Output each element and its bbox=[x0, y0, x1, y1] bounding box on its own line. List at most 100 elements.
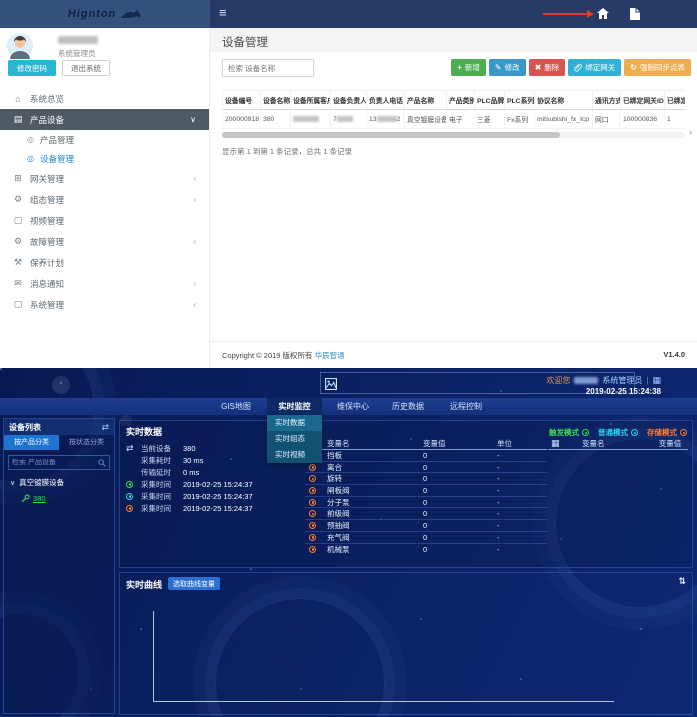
col-header[interactable]: PLC系列 bbox=[504, 90, 535, 110]
edit-button[interactable]: ✎ 修改 bbox=[488, 59, 526, 76]
col-header[interactable]: 产品名称 bbox=[404, 90, 447, 110]
horizontal-scrollbar[interactable]: › bbox=[222, 127, 692, 138]
stat-collect-timestamp-normal: 采集时间 2019-02-25 15:24:37 bbox=[126, 490, 286, 502]
mode-normal[interactable]: 普通模式 bbox=[598, 427, 638, 438]
updown-arrows-icon[interactable]: ⇅ bbox=[678, 576, 686, 586]
cell-product-name: 真空镀膜设备 bbox=[404, 109, 447, 129]
swap-icon[interactable]: ⇄ bbox=[126, 442, 134, 453]
sidebar-item-notifications[interactable]: ✉ 消息通知 ‹ bbox=[0, 273, 209, 294]
variable-row[interactable]: 预抽阀 0 - bbox=[305, 520, 547, 532]
select-curve-variable-button[interactable]: 选取曲线变量 bbox=[168, 577, 220, 590]
search-icon[interactable] bbox=[98, 458, 106, 467]
welcome-label: 欢迎您 bbox=[546, 376, 571, 385]
col-header[interactable]: 设备所属客户 bbox=[290, 90, 331, 110]
add-button-label: 新增 bbox=[464, 63, 480, 72]
variable-row[interactable]: 挡板 0 - bbox=[305, 450, 547, 462]
nav-item-remote[interactable]: 远程控制 bbox=[450, 402, 482, 411]
wrench-icon bbox=[21, 494, 30, 503]
mode-storage[interactable]: 存储模式 bbox=[647, 427, 687, 438]
variable-row[interactable]: 旋转 0 - bbox=[305, 473, 547, 486]
menu-toggle-icon[interactable]: ≡ bbox=[219, 5, 227, 20]
col-header[interactable]: 设备名称 bbox=[260, 90, 291, 110]
stat-collect-time-cost: 采集耗时 30 ms bbox=[126, 454, 286, 466]
sidebar-item-device-mgmt[interactable]: ◎ 设备管理 bbox=[0, 149, 209, 168]
home-icon[interactable] bbox=[597, 8, 609, 19]
sidebar-item-product-mgmt[interactable]: ◎ 产品管理 bbox=[0, 130, 209, 149]
variable-row[interactable]: 机械泵 0 - bbox=[305, 544, 547, 556]
tab-by-status[interactable]: 按状态分类 bbox=[69, 439, 104, 446]
cell-comm: 网口 bbox=[592, 109, 621, 129]
nav-item-gis[interactable]: GIS地图 bbox=[221, 402, 251, 411]
chart-y-axis bbox=[153, 611, 154, 701]
realtime-data-panel: 实时数据 ⇄ 当前设备 380 采集耗时 30 ms 传输延时 0 ms 采集时… bbox=[119, 420, 693, 568]
col-header[interactable]: 产品类别 bbox=[446, 90, 475, 110]
delete-button-label: 删除 bbox=[544, 63, 560, 72]
col-header[interactable]: 设备编号 bbox=[222, 90, 261, 110]
chevron-left-icon: ‹ bbox=[193, 279, 196, 288]
tab-by-product[interactable]: 按产品分类 bbox=[4, 435, 59, 450]
apps-grid-icon[interactable]: ▦ bbox=[652, 375, 661, 385]
variable-row[interactable]: 分子泵 0 - bbox=[305, 497, 547, 509]
cell-product-cat: 电子 bbox=[446, 109, 475, 129]
col-header[interactable]: 协议名称 bbox=[534, 90, 593, 110]
scroll-right-icon[interactable]: › bbox=[689, 127, 692, 137]
sidebar-item-gateway[interactable]: ⊞ 网关管理 ‹ bbox=[0, 168, 209, 189]
sidebar-item-overview[interactable]: ⌂ 系统总览 bbox=[0, 88, 209, 109]
col-header[interactable]: 设备负责人 bbox=[330, 90, 367, 110]
sidebar-item-fault[interactable]: ⚙ 故障管理 ‹ bbox=[0, 231, 209, 252]
grid-icon[interactable]: ▦ bbox=[551, 437, 560, 448]
device-search-input[interactable] bbox=[12, 459, 98, 466]
variable-row[interactable]: 充气阀 0 - bbox=[305, 532, 547, 544]
chevron-left-icon: ‹ bbox=[193, 174, 196, 183]
logout-button[interactable]: 退出系统 bbox=[62, 60, 110, 76]
gear-icon: ⚙ bbox=[13, 236, 23, 246]
table-row[interactable]: 200000918 380 7 13 2 真空镀膜设备 电子 三菱 Fx系列 mi… bbox=[222, 109, 685, 129]
variable-row[interactable]: 前级阀 0 - bbox=[305, 508, 547, 521]
nav-item-maintenance-center[interactable]: 维保中心 bbox=[337, 402, 369, 411]
force-sync-button[interactable]: ↻ 强制同步点表 bbox=[624, 59, 691, 76]
scrollbar-thumb[interactable] bbox=[222, 132, 560, 138]
col-header[interactable]: 通讯方式 bbox=[592, 90, 621, 110]
sidebar-item-system[interactable]: ▢ 系统管理 ‹ bbox=[0, 294, 209, 315]
sidebar-item-maintenance[interactable]: ⚒ 保养计划 bbox=[0, 252, 209, 273]
variable-value: 0 bbox=[423, 520, 428, 530]
delete-button[interactable]: ✖ 删除 bbox=[528, 59, 566, 76]
swap-icon[interactable]: ⇄ bbox=[101, 421, 109, 432]
variable-unit: - bbox=[497, 497, 500, 507]
sidebar-item-video[interactable]: ▢ 视频管理 bbox=[0, 210, 209, 231]
nav-item-history[interactable]: 历史数据 bbox=[392, 402, 424, 411]
sidebar-item-products[interactable]: ▤ 产品设备 ∨ bbox=[0, 109, 209, 130]
mode-trigger[interactable]: 触发模式 bbox=[549, 427, 589, 438]
tree-expand-icon[interactable]: ∨ bbox=[10, 479, 16, 487]
change-password-button[interactable]: 修改密码 bbox=[8, 60, 56, 76]
document-icon[interactable] bbox=[630, 8, 640, 20]
toolbar: + 新增 ✎ 修改 ✖ 删除 绑定网关 ↻ 强制同步点表 bbox=[222, 59, 691, 85]
col-variable-value: 变量值 bbox=[423, 438, 446, 448]
col-header[interactable]: PLC品牌 bbox=[474, 90, 505, 110]
brand-link[interactable]: 华辰智通 bbox=[314, 351, 345, 360]
menu-item-realtime-video[interactable]: 实时视频 bbox=[275, 450, 305, 459]
col-header[interactable]: 已绑定网关ID bbox=[620, 90, 665, 110]
broken-image-icon bbox=[325, 378, 337, 390]
col-unit: 单位 bbox=[497, 438, 512, 448]
record-info: 显示第 1 到第 1 条记录，总共 1 条记录 bbox=[222, 147, 353, 156]
col-header[interactable]: 负责人电话 bbox=[366, 90, 405, 110]
device-list-header: 设备列表 ⇄ bbox=[4, 419, 114, 435]
sidebar-item-label: 组态管理 bbox=[30, 194, 65, 205]
user-role-link[interactable]: 系统管理员 bbox=[602, 376, 643, 385]
add-button[interactable]: + 新增 bbox=[451, 59, 486, 76]
search-input[interactable] bbox=[222, 59, 314, 77]
stat-collect-timestamp-trigger: 采集时间 2019-02-25 15:24:37 bbox=[126, 478, 286, 490]
page-title: 设备管理 bbox=[210, 28, 697, 52]
status-dot-cyan-icon bbox=[631, 429, 638, 436]
tree-leaf-device[interactable]: 380 bbox=[4, 488, 114, 503]
bind-gateway-button[interactable]: 绑定网关 bbox=[568, 59, 622, 76]
col-header[interactable]: 已绑定网关通道 bbox=[664, 90, 685, 110]
sidebar-item-config[interactable]: ⚙ 组态管理 ‹ bbox=[0, 189, 209, 210]
variable-row[interactable]: 闸板阀 0 - bbox=[305, 485, 547, 497]
variable-row[interactable]: 离合 0 - bbox=[305, 462, 547, 474]
nav-item-realtime[interactable]: 实时监控 bbox=[267, 398, 322, 415]
menu-item-realtime-config[interactable]: 实时组态 bbox=[275, 434, 305, 443]
tree-node-product[interactable]: ∨ 真空镀膜设备 bbox=[4, 470, 114, 488]
menu-item-realtime-data[interactable]: 实时数据 bbox=[267, 415, 322, 431]
